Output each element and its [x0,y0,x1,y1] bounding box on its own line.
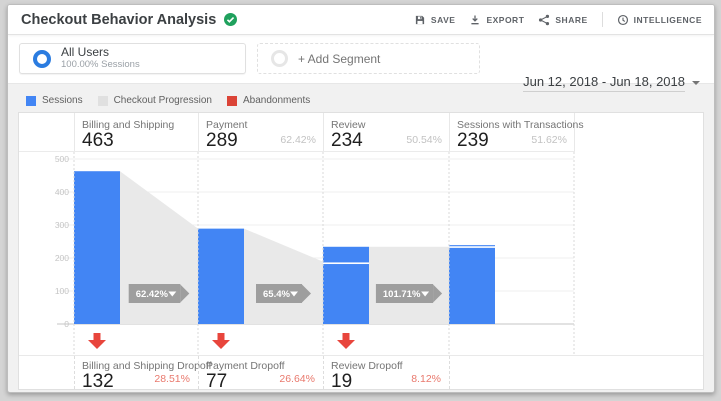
y-tick-100: 100 [55,286,69,296]
date-range-picker[interactable]: Jun 12, 2018 - Jun 18, 2018 [523,74,700,92]
y-tick-200: 200 [55,253,69,263]
chip-caret-icon [168,291,177,297]
dropoff-cell-payment-dropoff: Payment Dropoff 77 26.64% [198,356,323,392]
segment-detail: 100.00% Sessions [61,58,140,70]
segment-name: All Users [61,45,110,60]
stage-rate: 62.42% [280,134,316,146]
funnel-header-billing-and-shipping: Billing and Shipping 463 [74,113,198,151]
legend-item-checkout-progression: Checkout Progression [97,95,212,106]
stage-sessions: 234 [331,130,363,151]
abandonment-arrow-icon-review-dropoff[interactable] [337,333,355,349]
legend-item-abandonments: Abandonments [226,95,310,106]
stage-sessions: 463 [82,130,114,151]
dropoff-rate: 26.64% [279,373,315,385]
chart-card: Billing and Shipping 463 Payment 289 62.42% R… [18,112,704,392]
add-segment-label: + Add Segment [298,51,381,66]
dropoff-rate: 28.51% [154,373,190,385]
abandonment-arrow-icon-billing-and-shipping-dropoff[interactable] [88,333,106,349]
dropoff-sessions: 19 [331,371,353,392]
analytics-window: Checkout Behavior Analysis SAVE EXPORT SHA… [7,4,715,393]
funnel-chart-svg: 0 100 200 300 400 500 62.42% 65.4% 101.71% [55,152,575,356]
legend-swatch-checkout-progression [97,95,108,106]
segment-panel: All Users 100.00% Sessions + Add Segment… [8,34,714,92]
funnel-header-sessions-with-transactions: Sessions with Transactions 239 51.62% [449,113,584,151]
abandonment-arrow-icon-payment-dropoff[interactable] [212,333,230,349]
toolbar-actions: SAVE EXPORT SHARE INTELLIGENCE [414,12,702,27]
legend-item-sessions: Sessions [26,95,83,106]
dropoff-rate: 8.12% [411,373,441,385]
transition-chip-payment[interactable]: 65.4% [256,284,311,303]
dropoff-sessions: 77 [206,371,228,392]
continuation-line-review [323,262,369,265]
intelligence-button-label: INTELLIGENCE [633,14,702,25]
title-bar: Checkout Behavior Analysis SAVE EXPORT SHA… [8,5,714,35]
stage-sessions: 239 [457,130,489,151]
share-icon [538,14,550,26]
y-tick-300: 300 [55,220,69,230]
transition-chip-review[interactable]: 101.71% [375,284,443,303]
intelligence-icon [617,14,629,26]
save-button-label: SAVE [430,14,456,25]
chart-legend: Sessions Checkout Progression Abandonments [26,95,310,106]
dropoff-label: Payment Dropoff [206,360,285,372]
funnel-bar-payment[interactable] [198,228,244,324]
download-icon [469,14,481,26]
svg-text:65.4%: 65.4% [263,289,290,300]
export-button[interactable]: EXPORT [469,14,524,26]
dropoff-top-border [19,355,703,356]
dropoff-end-divider [449,356,450,389]
svg-text:62.42%: 62.42% [136,289,169,300]
legend-swatch-sessions [26,95,36,106]
share-button[interactable]: SHARE [538,14,587,26]
chip-caret-icon [421,291,430,297]
y-tick-500: 500 [55,154,69,164]
dropoff-label: Billing and Shipping Dropoff [82,360,212,372]
segment-donut-icon [33,49,51,68]
dropoff-cell-billing-and-shipping-dropoff: Billing and Shipping Dropoff 132 28.51% [74,356,212,392]
svg-text:101.71%: 101.71% [383,289,421,300]
dropoff-sessions: 132 [82,371,114,392]
funnel-header-review: Review 234 50.54% [323,113,449,151]
caret-down-icon [692,81,700,85]
stage-sessions: 289 [206,130,238,151]
stage-label: Billing and Shipping [82,119,175,131]
add-segment-chip[interactable]: + Add Segment [257,43,480,74]
export-button-label: EXPORT [486,14,525,25]
toolbar-divider [601,12,603,27]
save-button[interactable]: SAVE [414,14,456,26]
date-range-text: Jun 12, 2018 - Jun 18, 2018 [523,74,685,92]
funnel-header-border [19,151,575,152]
share-button-label: SHARE [555,14,588,25]
segment-chip-all-users[interactable]: All Users 100.00% Sessions [19,43,246,74]
page-title: Checkout Behavior Analysis [21,11,217,28]
funnel-header-payment: Payment 289 62.42% [198,113,323,151]
floppy-icon [414,14,426,26]
stage-rate: 51.62% [531,134,567,146]
stage-label: Review [331,119,366,131]
intelligence-button[interactable]: INTELLIGENCE [617,14,702,26]
legend-swatch-abandonments [226,95,237,106]
funnel-header-end-divider [574,113,575,151]
y-tick-400: 400 [55,187,69,197]
funnel-bar-review[interactable] [323,246,369,324]
progression-area-2 [244,228,323,324]
funnel-bar-billing-and-shipping[interactable] [74,171,120,324]
dropoff-cell-review-dropoff: Review Dropoff 19 8.12% [323,356,449,392]
verified-badge-icon [224,13,238,26]
y-tick-0: 0 [64,319,69,329]
funnel-bar-sessions-with-transactions[interactable] [449,245,495,324]
transition-chip-billing-and-shipping[interactable]: 62.42% [128,284,190,303]
stage-rate: 50.54% [406,134,442,146]
add-segment-ring-icon [271,50,288,67]
chip-caret-icon [290,291,298,297]
continuation-line-sessions-with-transactions [449,246,495,248]
dropoff-label: Review Dropoff [331,360,403,372]
stage-label: Payment [206,119,248,131]
stage-label: Sessions with Transactions [457,119,584,131]
